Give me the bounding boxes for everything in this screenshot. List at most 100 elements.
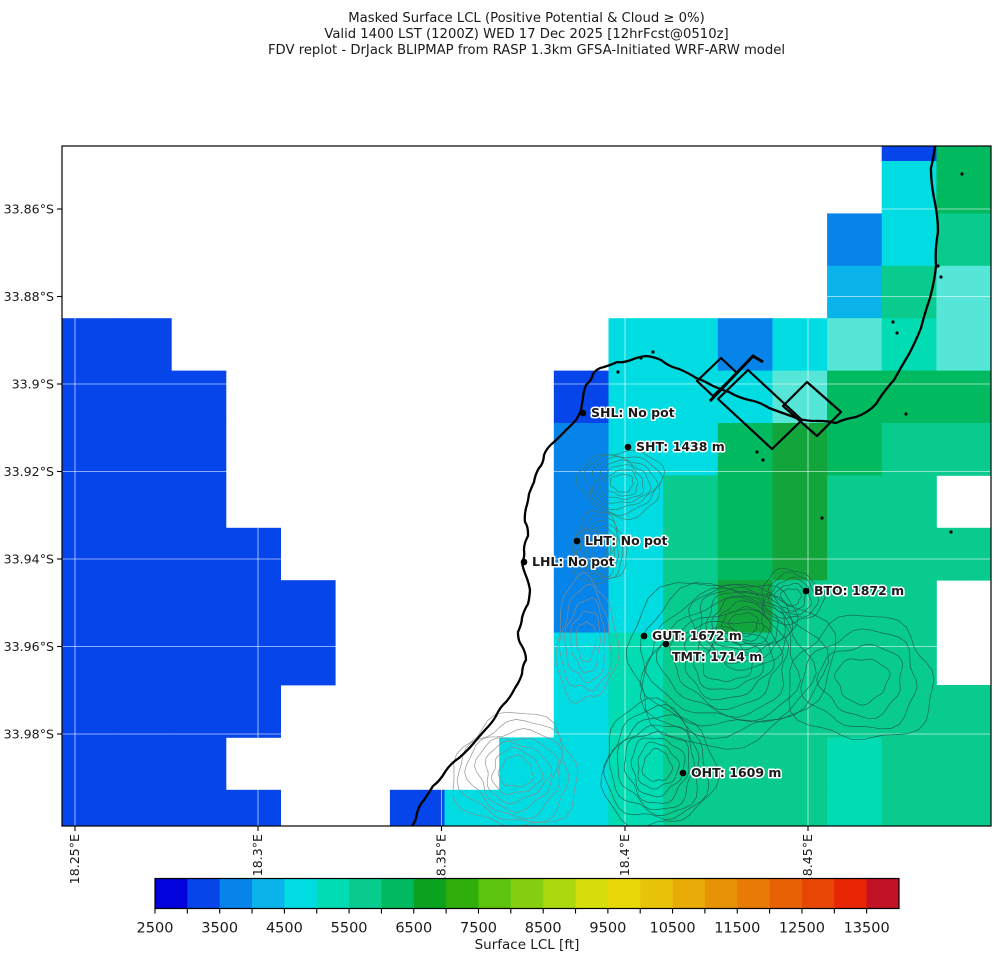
colorbar-segment (187, 878, 221, 909)
grid-cell (936, 213, 991, 267)
station-label: LHT: No pot (585, 533, 668, 548)
grid-cell (772, 370, 828, 424)
grid-cell (116, 632, 172, 686)
station-label: OHT: 1609 m (691, 765, 781, 780)
grid-cell (827, 213, 883, 267)
station-marker (802, 587, 810, 595)
grid-cell (116, 423, 172, 476)
grid-cell (116, 737, 172, 791)
grid-cell (881, 737, 937, 791)
islet-mark (960, 172, 964, 176)
station-SHL: SHL: No pot (579, 404, 676, 422)
grid-cell (225, 789, 281, 826)
grid-cell (225, 632, 281, 686)
colorbar-tick-label: 3500 (201, 921, 238, 937)
grid-cell (827, 265, 883, 319)
islet-mark (939, 275, 943, 279)
grid-cell (881, 265, 937, 319)
colorbar-tick-label: 12500 (779, 921, 825, 937)
x-tick-label: 18.35°E (434, 834, 449, 884)
title-line2: Valid 1400 LST (1200Z) WED 17 Dec 2025 [… (324, 27, 728, 42)
colorbar-tick-label: 10500 (649, 921, 695, 937)
y-tick-label: 33.88°S (4, 289, 54, 304)
grid-cell (936, 685, 991, 738)
colorbar-segment (769, 878, 803, 909)
colorbar-segment (866, 878, 900, 909)
colorbar-tick-label: 13500 (844, 921, 890, 937)
grid-cell (62, 580, 117, 633)
grid-cell (171, 632, 227, 686)
colorbar: 2500 3500 4500 5500 6500 7500 8500 9500 10500 115… (137, 877, 900, 937)
grid-cell (225, 527, 281, 581)
y-tick-label: 33.92°S (4, 464, 54, 479)
colorbar-tick-label: 2500 (137, 921, 174, 937)
station-marker (579, 409, 587, 417)
map-plot: SHL: No pot SHT: 1438 m LHT: No pot LHL: No… (62, 146, 991, 826)
grid-cell (881, 146, 937, 162)
station-GUT: GUT: 1672 m (640, 627, 743, 645)
y-tick-label: 33.96°S (4, 639, 54, 654)
station-marker (520, 558, 528, 566)
lcl-cells (62, 146, 991, 826)
islet-mark (616, 370, 620, 374)
station-BTO: BTO: 1872 m (802, 582, 906, 600)
stations: SHL: No pot SHT: 1438 m LHT: No pot LHL: No… (520, 404, 906, 782)
station-label: TMT: 1714 m (672, 649, 762, 664)
grid-cell (608, 370, 664, 424)
grid-cell (62, 475, 117, 529)
x-tick-label: 18.3°E (250, 834, 265, 876)
coastline (411, 146, 940, 826)
grid-cell (171, 527, 227, 581)
grid-cell (62, 737, 117, 791)
grid-cell (553, 423, 609, 476)
station-label: BTO: 1872 m (814, 583, 904, 598)
colorbar-segment (672, 878, 706, 909)
grid-cell (827, 475, 883, 529)
grid-cell (553, 580, 609, 633)
x-tick-label: 18.4°E (617, 834, 632, 876)
station-label: LHL: No pot (532, 554, 615, 569)
colorbar-segment (801, 878, 835, 909)
grid-cell (62, 527, 117, 581)
grid-cell (608, 789, 664, 826)
y-tick-label: 33.86°S (4, 201, 54, 216)
grid-cell (116, 580, 172, 633)
grid-cell (116, 370, 172, 424)
grid-cell (608, 685, 664, 738)
station-marker (662, 640, 670, 648)
islet-mark (871, 588, 875, 592)
x-tick-label: 18.25°E (67, 834, 82, 884)
grid-cell (116, 685, 172, 738)
station-TMT: TMT: 1714 m (662, 640, 764, 666)
grid-cell (936, 318, 991, 371)
graticule (62, 146, 991, 826)
y-tick-label: 33.9°S (12, 376, 54, 391)
grid-cell (62, 370, 117, 424)
colorbar-segment (349, 878, 382, 909)
grid-cell (881, 789, 937, 826)
colorbar-segment (413, 878, 447, 909)
grid-cell (225, 685, 281, 738)
grid-cell (936, 370, 991, 424)
grid-cell (881, 370, 937, 424)
colorbar-segment (155, 878, 188, 909)
station-OHT: OHT: 1609 m (679, 764, 783, 782)
grid-cell (116, 527, 172, 581)
colorbar-tick-label: 8500 (525, 921, 562, 937)
colorbar-segment (510, 878, 544, 909)
grid-cell (717, 370, 773, 424)
grid-cell (881, 685, 937, 738)
colorbar-segment (478, 878, 512, 909)
grid-cell (827, 318, 883, 371)
grid-cell (881, 527, 937, 581)
station-marker (679, 769, 687, 777)
grid-cell (717, 685, 773, 738)
grid-cell (499, 737, 555, 791)
grid-cell (936, 146, 991, 162)
grid-cell (280, 632, 336, 686)
grid-cell (827, 789, 883, 826)
islet-mark (755, 450, 759, 454)
colorbar-tick-label: 4500 (266, 921, 303, 937)
station-marker (624, 443, 632, 451)
grid-cell (663, 318, 719, 371)
